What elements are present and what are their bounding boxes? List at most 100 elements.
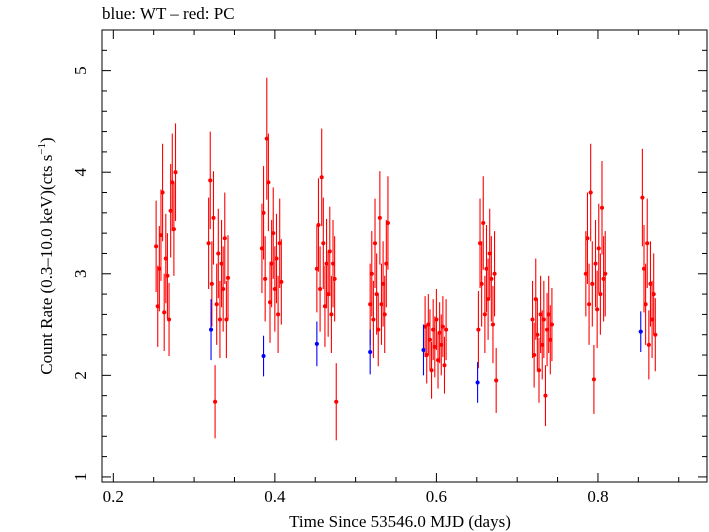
data-point <box>334 399 339 404</box>
data-point <box>479 281 484 286</box>
data-point <box>321 241 326 246</box>
series-wt <box>209 299 643 403</box>
data-point <box>162 310 167 315</box>
data-point <box>638 329 643 334</box>
y-axis-label: Count Rate (0.3–10.0 keV)(cts s−1) <box>36 137 56 374</box>
data-point <box>487 251 492 256</box>
data-point <box>324 261 329 266</box>
data-point <box>478 241 483 246</box>
data-point <box>533 297 538 302</box>
data-point <box>481 220 486 225</box>
x-tick-label: 0.6 <box>426 487 447 506</box>
data-point <box>541 317 546 322</box>
data-point <box>314 266 319 271</box>
data-point <box>595 307 600 312</box>
data-point <box>314 341 319 346</box>
y-tick-label: 3 <box>71 270 90 279</box>
data-point <box>601 276 606 281</box>
data-point <box>482 312 487 317</box>
data-point <box>274 256 279 261</box>
data-point <box>226 275 231 280</box>
data-point <box>379 302 384 307</box>
data-point <box>322 304 327 309</box>
data-point <box>494 378 499 383</box>
data-point <box>277 241 282 246</box>
data-point <box>536 368 541 373</box>
data-point <box>489 276 494 281</box>
data-point <box>439 342 444 347</box>
data-point <box>155 304 160 309</box>
data-point <box>426 322 431 327</box>
data-point <box>369 271 374 276</box>
data-point <box>261 354 266 359</box>
data-point <box>599 205 604 210</box>
data-point <box>648 281 653 286</box>
data-point <box>368 349 373 354</box>
data-point <box>272 287 277 292</box>
data-point <box>442 363 447 368</box>
data-point <box>157 266 162 271</box>
data-point <box>643 302 648 307</box>
data-point <box>484 266 489 271</box>
y-tick-label: 2 <box>71 371 90 380</box>
data-point <box>432 344 437 349</box>
data-point <box>583 271 588 276</box>
data-point <box>208 178 213 183</box>
data-point <box>261 210 266 215</box>
data-point <box>653 332 658 337</box>
data-point <box>530 317 535 322</box>
data-point <box>368 302 373 307</box>
plot-frame <box>101 29 708 483</box>
data-point <box>535 332 540 337</box>
data-point <box>641 266 646 271</box>
data-point <box>549 322 554 327</box>
axis-ticks <box>102 30 707 482</box>
data-point <box>160 190 165 195</box>
data-point <box>259 246 264 251</box>
data-point <box>268 300 273 305</box>
data-point <box>209 281 214 286</box>
data-point <box>587 302 592 307</box>
data-point <box>424 353 429 358</box>
data-point <box>590 281 595 286</box>
data-point <box>381 281 386 286</box>
x-axis-label: Time Since 53546.0 MJD (days) <box>289 512 511 531</box>
series-pc <box>154 77 658 441</box>
data-point <box>440 324 445 329</box>
data-point <box>593 261 598 266</box>
data-point <box>486 297 491 302</box>
data-point <box>437 330 442 335</box>
data-point <box>382 312 387 317</box>
data-point <box>651 292 656 297</box>
data-point <box>585 236 590 241</box>
chart-title: blue: WT – red: PC <box>102 4 235 23</box>
data-points <box>154 77 658 441</box>
data-point <box>374 292 379 297</box>
data-point <box>373 241 378 246</box>
data-point <box>476 327 481 332</box>
x-tick-label: 0.4 <box>264 487 286 506</box>
data-point <box>475 380 480 385</box>
data-point <box>545 327 550 332</box>
data-point <box>276 312 281 317</box>
data-point <box>490 322 495 327</box>
data-point <box>216 251 221 256</box>
data-point <box>650 317 655 322</box>
data-point <box>211 215 216 220</box>
data-point <box>170 180 175 185</box>
data-point <box>384 261 389 266</box>
data-point <box>543 393 548 398</box>
data-point <box>271 231 276 236</box>
data-point <box>332 276 337 281</box>
data-point <box>264 136 269 141</box>
data-point <box>540 342 545 347</box>
data-point <box>219 261 224 266</box>
y-tick-label: 1 <box>71 473 90 482</box>
data-point <box>423 324 428 329</box>
data-point <box>213 399 218 404</box>
tick-labels: 0.2 0.4 0.6 0.8 1 2 3 4 5 <box>71 66 609 506</box>
data-point <box>591 377 596 382</box>
data-point <box>318 287 323 292</box>
data-point <box>279 279 284 284</box>
